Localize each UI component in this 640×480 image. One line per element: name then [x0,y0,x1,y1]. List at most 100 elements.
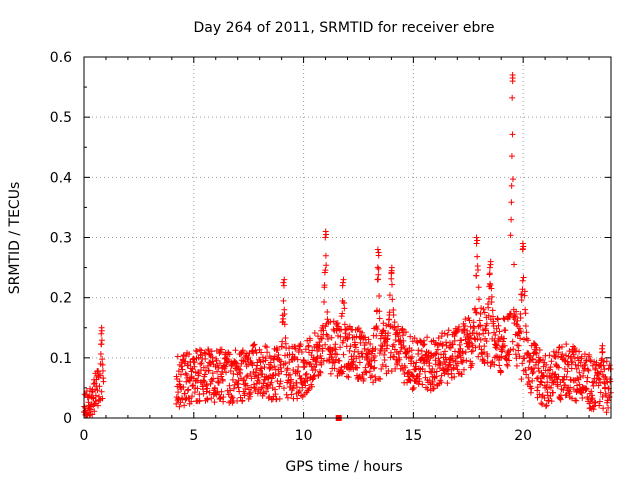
data-point [474,335,481,342]
data-point [280,315,287,322]
data-point [355,325,362,332]
data-point [280,297,287,304]
data-point [472,344,479,351]
data-point [205,346,212,353]
data-point [229,394,236,401]
data-point [219,377,226,384]
data-point [456,341,463,348]
data-point [579,395,586,402]
data-point [498,353,505,360]
data-point [494,315,501,322]
data-point [332,341,339,348]
data-point [180,384,187,391]
data-point [562,352,569,359]
data-point [254,377,261,384]
data-point [374,246,381,253]
data-point [442,361,449,368]
data-point [97,350,104,357]
data-point [565,361,572,368]
data-point [462,349,469,356]
data-point [538,400,545,407]
data-point [542,403,549,410]
data-point [492,331,499,338]
data-point [336,357,343,364]
data-point [201,371,208,378]
data-point [266,365,273,372]
data-point [597,379,604,386]
data-point [493,353,500,360]
data-point [300,364,307,371]
data-point [281,311,288,318]
data-point [534,387,541,394]
data-point [189,393,196,400]
data-point [392,327,399,334]
data-point [182,358,189,365]
data-point [258,349,265,356]
data-point [518,291,525,298]
data-point [372,373,379,380]
data-point [581,365,588,372]
data-point [234,363,241,370]
data-point [473,309,480,316]
data-point [587,404,594,411]
data-point [262,355,269,362]
data-point [200,364,207,371]
data-point [407,333,414,340]
data-point [295,363,302,370]
data-point [604,397,611,404]
data-point [218,346,225,353]
data-point [226,382,233,389]
data-point [389,281,396,288]
data-point [258,365,265,372]
data-point [430,385,437,392]
data-point [205,367,212,374]
data-point [331,359,338,366]
data-point [184,362,191,369]
data-point [451,373,458,380]
data-point [519,246,526,253]
data-point [384,342,391,349]
data-point [347,343,354,350]
data-point [582,357,589,364]
data-point [566,388,573,395]
data-point [272,372,279,379]
data-point [429,378,436,385]
data-point [474,267,481,274]
data-point [483,338,490,345]
data-point [319,345,326,352]
data-point [527,389,534,396]
data-point [99,367,106,374]
data-point [294,368,301,375]
data-point [445,327,452,334]
data-point [473,240,480,247]
data-point [280,282,287,289]
data-point [89,411,96,418]
data-point [247,370,254,377]
data-point [441,348,448,355]
data-point [261,364,268,371]
data-point [218,373,225,380]
data-point [433,350,440,357]
data-point [487,281,494,288]
data-point [313,355,320,362]
data-point [547,393,554,400]
data-point [308,383,315,390]
data-point [318,361,325,368]
data-point [274,346,281,353]
data-point [385,330,392,337]
data-point [493,325,500,332]
y-tick-label: 0.4 [50,170,72,186]
data-point [209,358,216,365]
data-point [402,329,409,336]
data-point [195,370,202,377]
data-point [264,349,271,356]
data-point [418,347,425,354]
data-point [381,351,388,358]
data-point [483,320,490,327]
data-point [573,397,580,404]
data-point [191,359,198,366]
data-point [177,371,184,378]
data-point [502,327,509,334]
data-point [217,349,224,356]
data-point [404,348,411,355]
